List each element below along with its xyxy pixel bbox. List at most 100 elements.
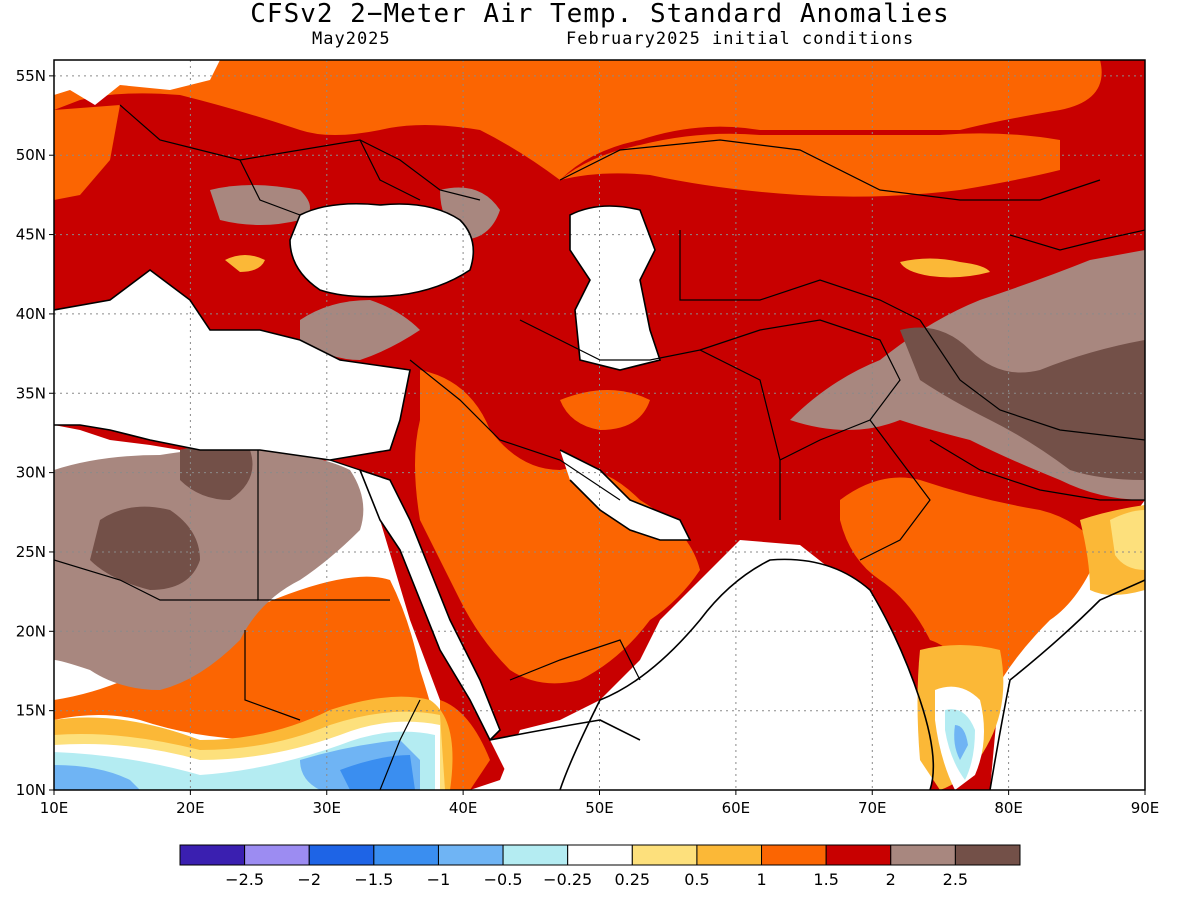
orange-field-arabia [415,370,700,684]
colorbar-label: −1.5 [354,870,393,889]
border-kazakhstan [559,139,1101,201]
brown-field-balkans [210,185,310,225]
border-europe [119,104,481,201]
lat-tick-label: 50N [16,146,46,164]
lat-tick-label: 15N [16,702,46,720]
colorbar-label: −1 [427,870,451,889]
orange-field-europe-west [54,105,120,200]
gulf-coast [559,449,692,541]
red-sea [360,470,500,740]
darkblue-field-ethiopia [340,755,415,790]
lon-tick-label: 90E [1131,799,1160,817]
lat-tick-label: 30N [16,464,46,482]
colorbar-label: 1.5 [813,870,838,889]
colorbar-label: −0.25 [543,870,592,889]
mediterranean-coast [54,269,411,461]
lon-tick-label: 30E [312,799,341,817]
border-pakistan-india [859,419,931,561]
border-iran [519,319,781,520]
border-china [1009,229,1145,251]
colorbar-label: 1 [756,870,766,889]
border-chad-libya [54,559,258,601]
colorbar-label: 0.5 [684,870,709,889]
orange-field-north [54,60,1102,180]
border-nile-region [329,459,361,471]
lon-tick-label: 50E [585,799,614,817]
gulf-of-aden-coast [489,719,641,741]
gulf-of-aden [490,720,640,780]
colorbar-swatch [696,844,763,866]
border-yemen [509,639,641,681]
colorbar-swatch [373,844,439,866]
blue-field-ethiopia [54,740,420,790]
orange-field-africa [54,576,440,740]
coastlines-borders [54,104,1145,790]
border-ethiopia [379,699,421,790]
lon-tick-label: 80E [994,799,1023,817]
colorbar-swatch [954,844,1021,866]
colorbar-swatch [308,844,375,866]
darkbrown-field-himalaya [900,327,1145,480]
lat-tick-label: 10N [16,781,46,799]
colorbar-swatch [761,844,827,866]
bay-of-bengal-coast [989,579,1145,790]
caspian-coast [569,205,662,371]
lon-tick-label: 10E [40,799,69,817]
colorbar-label: −2.5 [225,870,264,889]
mediterranean-sea [54,270,410,460]
lat-tick-label: 40N [16,305,46,323]
colorbar-swatch [502,844,569,866]
lon-tick-label: 60E [722,799,751,817]
arabian-sea [560,559,934,790]
lat-tick-label: 20N [16,622,46,640]
orange-field-central-asia [560,133,1060,197]
colorbar-swatch [825,844,892,866]
orange-field-horn [440,700,490,790]
colorbar-label: 0.25 [614,870,650,889]
longitude-axis: 10E 20E 30E 40E 50E 60E 70E 80E 90E [40,790,1160,817]
border-central-asia [679,230,921,321]
colorbar-label: 2 [886,870,896,889]
initial-conditions: February2025 initial conditions [566,29,915,49]
graticule [54,60,1145,790]
darkbrown-field-sahara [90,506,200,590]
chart-title: CFSv2 2−Meter Air Temp. Standard Anomali… [250,0,950,29]
border-sudan [244,630,301,721]
red-sea-coast [358,468,501,742]
caspian-sea [570,206,660,370]
white-patch-europe [54,60,220,105]
latitude-axis: 55N 50N 45N 40N 35N 30N 25N 20N 15N 10N [16,67,54,799]
border-saudi-iraq [409,359,621,501]
lat-tick-label: 55N [16,67,46,85]
blue-field-south-india [954,725,968,760]
border-afghanistan [699,319,901,461]
colorbar-swatch [567,844,633,866]
yellow-field-kazakhstan [900,258,990,278]
lat-tick-label: 35N [16,384,46,402]
black-sea-coast [289,202,475,298]
colorbar-swatch [631,844,698,866]
lightyellow-field-bengal [1110,510,1145,570]
valid-month: May2025 [312,29,391,49]
colorbar-labels: −2.5 −2 −1.5 −1 −0.5 −0.25 0.25 0.5 1 1.5 2 2.5 [225,870,968,889]
lon-tick-label: 20E [176,799,205,817]
border-india-nepal [929,439,1145,501]
arabian-sea-coast [559,558,935,790]
brown-field-turkey [300,300,420,360]
colorbar-label: 2.5 [943,870,968,889]
bay-of-bengal [990,580,1145,790]
colorbar [179,844,1021,866]
lon-tick-label: 40E [449,799,478,817]
colorbar-swatch [437,844,504,866]
border-ukraine [239,139,421,216]
colorbar-swatch [179,844,246,866]
colorbar-swatch [890,844,956,866]
colorbar-swatch [244,844,310,866]
lat-tick-label: 25N [16,543,46,561]
orange-field-iran [560,390,650,430]
border-tibet [919,319,1145,441]
lat-tick-label: 45N [16,226,46,244]
colorbar-label: −2 [297,870,321,889]
yellow-field-balkans [225,255,265,272]
